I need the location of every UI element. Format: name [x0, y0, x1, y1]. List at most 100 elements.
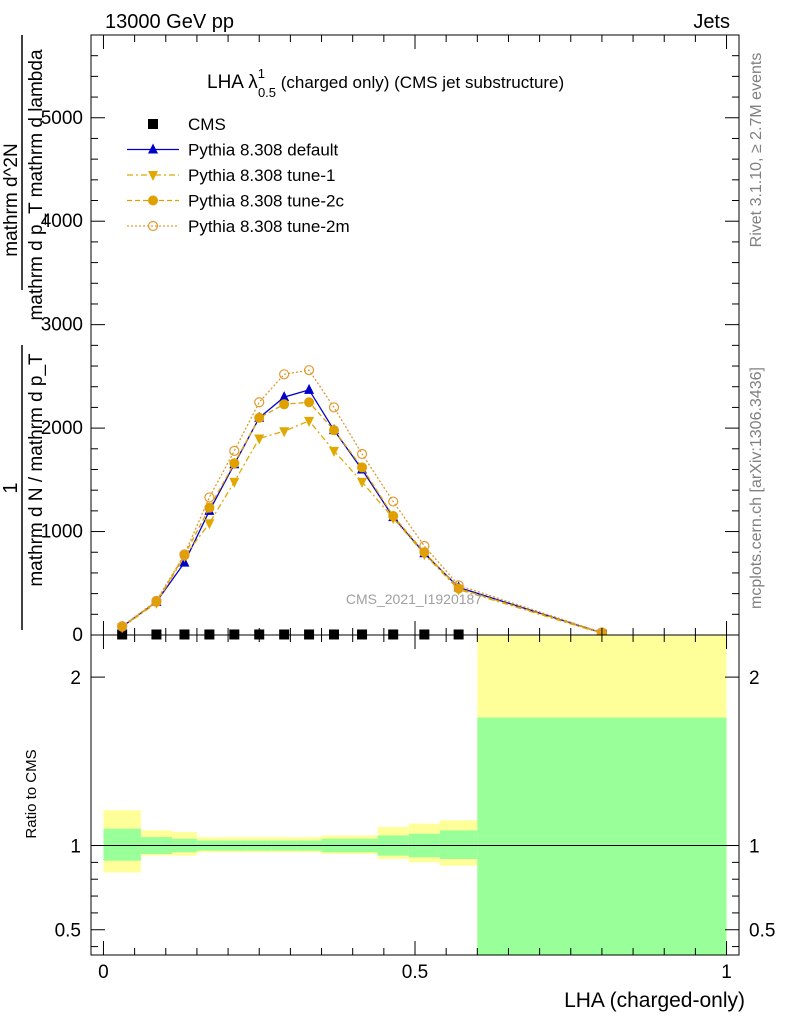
legend-entry: Pythia 8.308 tune-2m	[127, 217, 350, 236]
y-label-outer-denominator: mathrm d N / mathrm d p_T	[26, 353, 47, 587]
data-point	[279, 399, 290, 410]
data-point	[357, 462, 368, 473]
ratio-panel: 0.5 0.51 12 2 0 0.5 1 Ratio to CMS LHA (charg…	[23, 634, 775, 1012]
legend-entry: CMS	[148, 115, 226, 134]
legend: CMS Pythia 8.308 default Pythia 8.308 tune…	[127, 115, 350, 236]
data-point	[356, 448, 368, 460]
ratio-inner-band	[477, 717, 727, 955]
data-point	[357, 477, 368, 488]
data-point	[304, 397, 315, 408]
main-y-tick-label: 1000	[41, 522, 83, 543]
data-point	[279, 369, 290, 380]
ratio-plot-content	[91, 635, 739, 955]
x-axis-label: LHA (charged-only)	[564, 989, 745, 1012]
legend-marker	[148, 195, 158, 206]
header-left: 13000 GeV pp	[105, 11, 234, 33]
data-point	[419, 629, 430, 640]
y-label-main-denominator: mathrm d p_T mathrm d lambda	[26, 49, 47, 320]
main-x-ticks	[102, 35, 728, 635]
y-label-fraction-one: 1	[0, 482, 22, 493]
data-point	[117, 621, 128, 632]
legend-entry: Pythia 8.308 default	[127, 141, 339, 160]
data-point	[229, 445, 240, 456]
data-point	[453, 583, 464, 594]
data-point	[204, 492, 215, 503]
title-subscript: 0.5	[258, 85, 276, 100]
data-point	[204, 629, 215, 640]
y-label-main-numerator: mathrm d^2N	[1, 143, 22, 256]
legend-label: Pythia 8.308 tune-2m	[188, 217, 350, 236]
data-point	[204, 502, 215, 513]
main-y-ticks: 0 1000 2000 3000 4000 5000	[41, 34, 739, 646]
data-point	[304, 416, 315, 427]
main-y-tick-label: 5000	[41, 108, 83, 129]
series-line	[121, 420, 603, 635]
data-point	[229, 629, 240, 640]
data-point	[279, 391, 290, 402]
data-point	[419, 540, 430, 552]
series-line	[121, 369, 603, 634]
legend-entry: Pythia 8.308 tune-1	[127, 166, 335, 185]
data-point	[254, 434, 265, 445]
data-point	[179, 629, 190, 640]
main-y-label: 1 mathrm d N / mathrm d p_T mathrm d^2N …	[0, 35, 47, 630]
data-point	[357, 629, 368, 640]
data-point	[453, 580, 464, 591]
data-point	[151, 595, 162, 606]
ratio-y-label: Ratio to CMS	[23, 749, 40, 838]
x-tick-label: 0	[98, 962, 109, 983]
data-point	[303, 365, 315, 376]
ratio-inner-band	[439, 830, 478, 859]
mcplots-label: mcplots.cern.ch [arXiv:1306.3436]	[748, 367, 765, 609]
ratio-y-tick-label-right: 0.5	[749, 921, 775, 942]
legend-entry: Pythia 8.308 tune-2c	[127, 192, 344, 211]
data-point	[388, 629, 399, 640]
data-point	[453, 629, 464, 640]
ratio-y-tick-label-right: 2	[749, 668, 760, 689]
analysis-watermark: CMS_2021_I1920187	[346, 591, 482, 607]
data-point	[229, 477, 240, 488]
chart-title: LHA λ1 0.5 (charged only) (CMS jet substr…	[207, 66, 564, 100]
legend-marker	[148, 171, 158, 181]
data-point	[304, 629, 315, 640]
data-point	[304, 383, 315, 394]
data-point	[204, 519, 215, 530]
series-line	[121, 401, 603, 634]
data-point	[329, 425, 339, 436]
data-point	[388, 511, 399, 522]
legend-marker	[148, 143, 158, 154]
main-y-tick-label: 4000	[41, 211, 83, 232]
data-point	[329, 446, 339, 457]
ratio-y-tick-label: 1	[70, 837, 81, 858]
legend-label: Pythia 8.308 tune-2c	[188, 192, 344, 211]
data-point	[254, 412, 265, 423]
legend-marker	[148, 119, 158, 129]
data-point	[279, 629, 290, 640]
data-point	[328, 402, 340, 413]
rivet-label: Rivet 3.1.10, ≥ 2.7M events	[748, 53, 765, 248]
data-point	[151, 629, 162, 640]
ratio-inner-band	[103, 828, 141, 861]
title-prefix: LHA λ	[207, 72, 258, 93]
data-point	[117, 629, 128, 640]
data-point	[254, 397, 265, 408]
legend-label: Pythia 8.308 default	[188, 141, 339, 160]
x-tick-label: 0.5	[402, 962, 428, 983]
ratio-y-ticks: 0.5 0.5 1 1 2 2	[55, 668, 775, 948]
data-point	[388, 496, 399, 507]
main-y-tick-label: 3000	[41, 315, 83, 336]
data-point	[229, 458, 240, 469]
header-right: Jets	[693, 11, 730, 33]
legend-label: CMS	[188, 115, 226, 134]
ratio-x-ticks: 0 0.5 1	[98, 635, 732, 983]
legend-marker	[147, 220, 159, 232]
title-suffix: (charged only) (CMS jet substructure)	[276, 73, 564, 92]
series-4	[117, 365, 608, 638]
ratio-y-tick-label: 0.5	[55, 921, 81, 942]
data-point	[117, 621, 128, 632]
data-point	[279, 427, 290, 438]
data-point	[179, 549, 190, 560]
title-superscript: 1	[258, 66, 265, 81]
